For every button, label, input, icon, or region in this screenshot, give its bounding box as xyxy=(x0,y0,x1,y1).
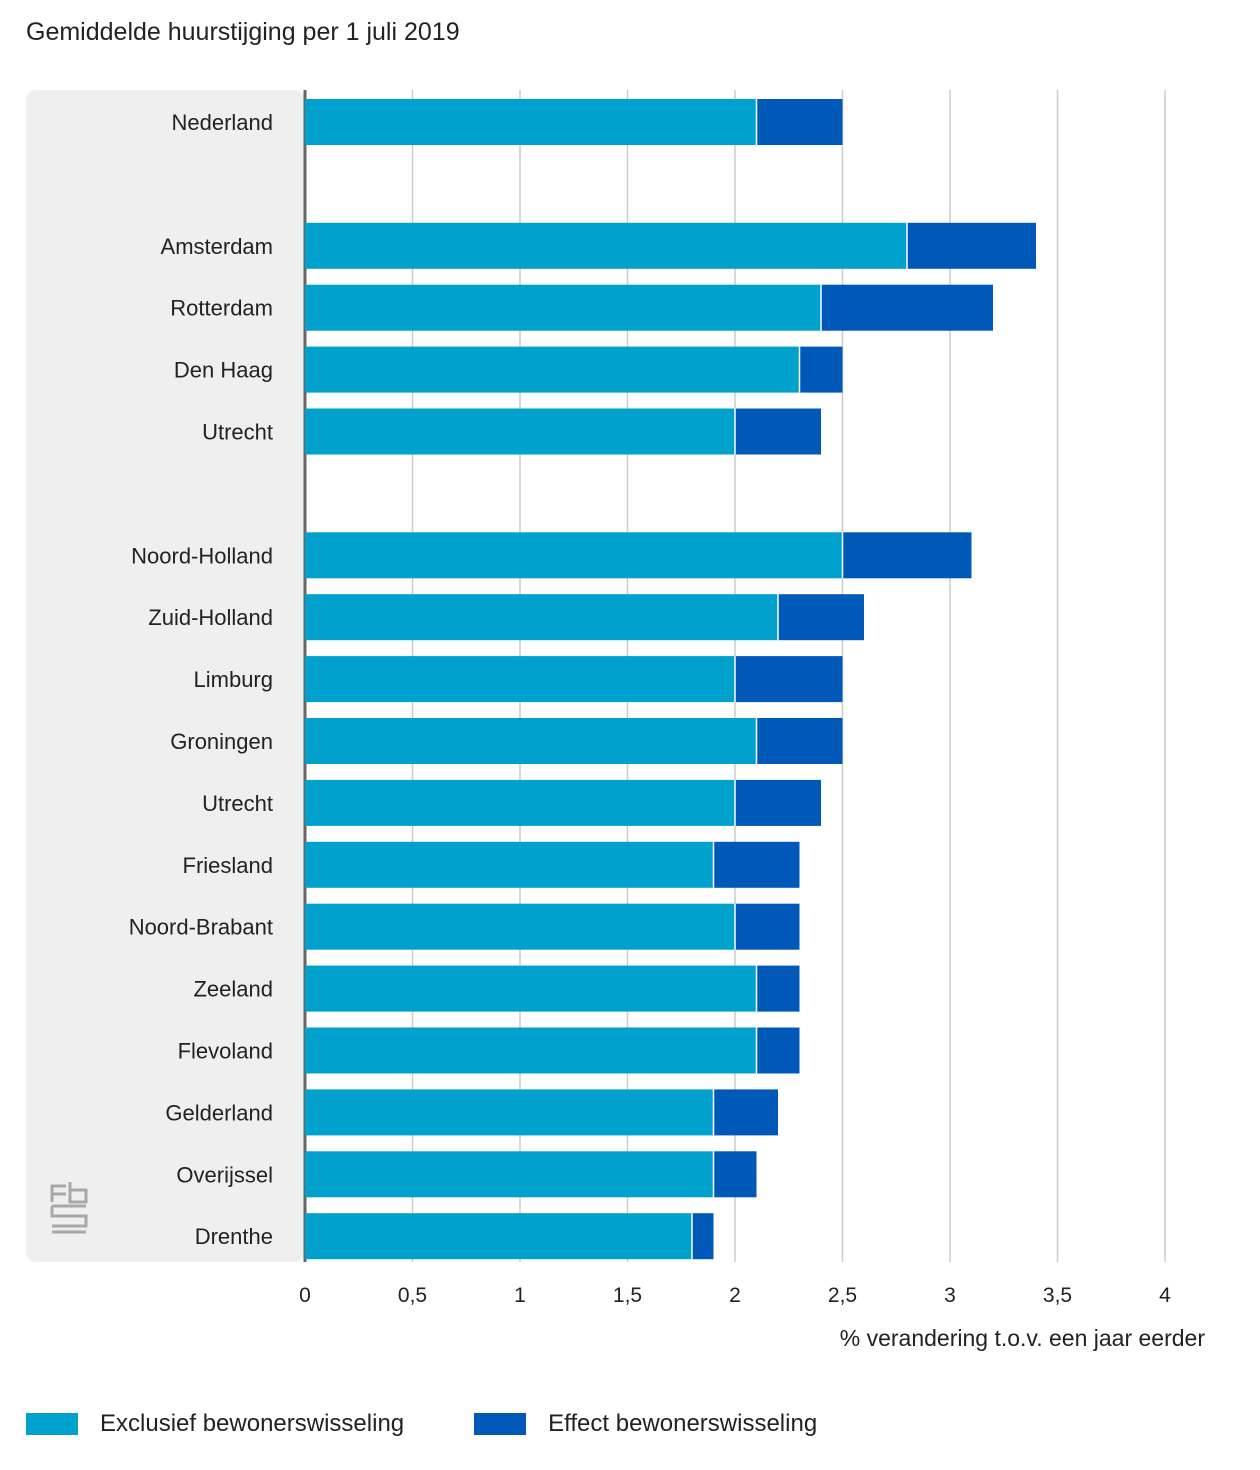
bar-effect xyxy=(756,99,843,145)
bar-exclusief xyxy=(305,779,735,826)
category-label: Amsterdam xyxy=(161,234,273,259)
bar-effect xyxy=(735,408,821,455)
category-label: Gelderland xyxy=(165,1100,273,1125)
bar-exclusief xyxy=(305,532,843,579)
x-tick-label: 1 xyxy=(514,1284,526,1307)
label-panel xyxy=(26,90,305,1262)
bar-exclusief xyxy=(305,594,778,641)
category-label: Limburg xyxy=(194,667,273,692)
x-tick-label: 1,5 xyxy=(613,1284,642,1307)
bar-effect xyxy=(713,1151,757,1198)
x-tick-label: 3,5 xyxy=(1043,1284,1072,1307)
bar-exclusief xyxy=(305,965,757,1012)
bar-effect xyxy=(842,532,972,579)
bar-effect xyxy=(907,222,1036,269)
legend-label: Exclusief bewonerswisseling xyxy=(100,1410,405,1437)
bar-exclusief xyxy=(305,1151,714,1198)
category-label: Den Haag xyxy=(174,358,273,383)
category-label: Nederland xyxy=(171,110,273,135)
bar-effect xyxy=(713,1089,778,1136)
bar-effect xyxy=(821,284,993,331)
bar-exclusief xyxy=(305,1213,692,1260)
bar-exclusief xyxy=(305,656,735,703)
x-tick-label: 0,5 xyxy=(398,1284,427,1307)
bar-exclusief xyxy=(305,99,757,145)
bar-exclusief xyxy=(305,841,714,888)
category-label: Drenthe xyxy=(195,1224,273,1249)
bar-exclusief xyxy=(305,718,757,764)
bar-effect xyxy=(735,903,800,950)
legend-item: Effect bewonerswisseling xyxy=(474,1410,817,1438)
category-label: Zuid-Holland xyxy=(148,605,273,630)
x-tick-label: 4 xyxy=(1159,1284,1171,1307)
bar-exclusief xyxy=(305,1027,757,1074)
bar-effect xyxy=(756,965,800,1012)
legend: Exclusief bewonerswisseling Effect bewone… xyxy=(26,1410,887,1438)
category-label: Flevoland xyxy=(178,1039,273,1064)
bar-effect xyxy=(756,718,843,764)
x-tick-label: 0 xyxy=(299,1284,311,1307)
bar-effect xyxy=(713,841,800,888)
bar-exclusief xyxy=(305,222,907,269)
category-label: Noord-Holland xyxy=(131,543,273,568)
category-label: Overijssel xyxy=(176,1162,273,1187)
bar-effect xyxy=(756,1027,800,1074)
category-label: Utrecht xyxy=(202,420,273,445)
bar-exclusief xyxy=(305,903,735,950)
cbs-logo xyxy=(50,1182,88,1234)
chart-title: Gemiddelde huurstijging per 1 juli 2019 xyxy=(26,18,460,46)
bar-effect xyxy=(735,656,843,703)
category-label: Zeeland xyxy=(193,977,273,1002)
bar-exclusief xyxy=(305,408,735,455)
category-label: Friesland xyxy=(183,853,273,878)
bar-effect xyxy=(778,594,864,641)
bar-exclusief xyxy=(305,1089,714,1136)
x-tick-label: 2 xyxy=(729,1284,741,1307)
x-tick-label: 2,5 xyxy=(828,1284,857,1307)
category-label: Groningen xyxy=(170,729,273,754)
bar-exclusief xyxy=(305,284,821,331)
bar-effect xyxy=(735,779,821,826)
category-label: Noord-Brabant xyxy=(129,915,273,940)
x-axis-title: % verandering t.o.v. een jaar eerder xyxy=(840,1325,1206,1351)
legend-item: Exclusief bewonerswisseling xyxy=(26,1410,404,1438)
legend-label: Effect bewonerswisseling xyxy=(548,1410,818,1437)
bar-exclusief xyxy=(305,346,800,393)
bar-effect xyxy=(799,346,843,393)
legend-swatch xyxy=(474,1413,527,1435)
category-label: Utrecht xyxy=(202,791,273,816)
category-label: Rotterdam xyxy=(170,296,273,321)
bar-effect xyxy=(692,1213,714,1260)
x-tick-label: 3 xyxy=(944,1284,956,1307)
cbs-logo-mark xyxy=(50,1182,88,1234)
legend-swatch xyxy=(26,1413,78,1435)
